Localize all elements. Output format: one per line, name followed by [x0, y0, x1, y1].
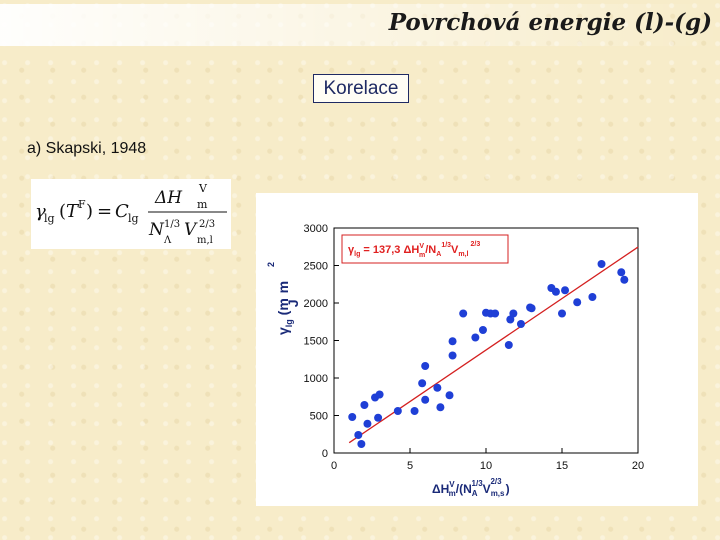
x-tick-label: 5: [407, 460, 413, 472]
data-point: [436, 403, 445, 412]
formula-N-sup: 1/3: [164, 219, 180, 230]
chart-panel: 0 500 1000 1500 2000 2500 3000 0 5 10 15 20 γlg = 1…: [256, 193, 698, 506]
x-tick-label: 15: [556, 460, 568, 472]
formula-close-paren: ): [86, 201, 93, 222]
data-point: [573, 298, 582, 307]
data-point: [421, 395, 430, 404]
section-label-box: Korelace: [313, 74, 409, 103]
title-band: [0, 4, 720, 46]
data-point: [504, 341, 513, 349]
data-point: [459, 309, 468, 318]
data-point: [363, 419, 372, 428]
annotation-text: γlg = 137,3 ΔHV m/NA1/3Vm,l2/3: [348, 241, 480, 259]
data-point: [620, 275, 629, 284]
data-point: [491, 309, 500, 318]
formula-open-paren: (: [59, 201, 66, 222]
data-point: [478, 326, 487, 334]
annotation-box: [341, 234, 509, 264]
data-point: [393, 407, 402, 415]
fit-line-group: [348, 246, 639, 444]
data-points: [348, 260, 629, 448]
y-axis-label: γlg (mJm2: [266, 262, 301, 335]
data-point: [360, 401, 369, 409]
data-point: [357, 440, 366, 448]
y-tick-label: 1500: [304, 336, 328, 348]
data-point: [558, 309, 566, 318]
fit-line: [348, 246, 639, 444]
formula-V: V: [184, 220, 198, 240]
data-point: [516, 320, 525, 328]
page-title: Povrchová energie (l)-(g): [388, 9, 712, 36]
formula-V-sub: m,l: [197, 235, 213, 246]
data-point: [471, 333, 480, 342]
y-tick-label: 3000: [304, 223, 328, 235]
x-tick-label: 10: [480, 460, 492, 472]
data-point: [433, 383, 442, 392]
data-point: [561, 286, 570, 295]
formula-H-sub: m: [197, 198, 208, 211]
y-tick-label: 2500: [304, 261, 328, 273]
y-tick-label: 0: [322, 448, 328, 460]
data-point: [354, 431, 363, 439]
svg-text:γlg (mJm2: γlg (mJm2: [266, 262, 301, 335]
data-point: [551, 287, 560, 296]
data-point: [509, 309, 518, 318]
formula-C-sub: lg: [128, 212, 139, 225]
data-point: [375, 390, 384, 399]
formula-gamma-sub: lg: [44, 212, 55, 225]
formula-N: N: [148, 220, 165, 240]
data-point: [421, 362, 430, 370]
data-point: [448, 337, 457, 346]
data-point: [588, 293, 597, 301]
subheading: a) Skapski, 1948: [27, 140, 147, 157]
y-tick-label: 1000: [304, 373, 328, 385]
y-tick-label: 500: [310, 411, 328, 423]
formula-C: C: [115, 201, 129, 222]
chart-ticks: 0 500 1000 1500 2000 2500 3000 0 5 10 15 20: [304, 223, 645, 472]
data-point: [617, 268, 626, 277]
x-axis-label: ΔHV m/(NA1/3Vm,s2/3): [432, 477, 510, 498]
data-point: [348, 413, 357, 421]
data-point: [374, 413, 383, 422]
data-point: [597, 260, 606, 268]
data-point: [527, 304, 536, 313]
equation-annotation: γlg = 137,3 ΔHV m/NA1/3Vm,l2/3: [341, 234, 509, 264]
data-point: [445, 391, 454, 400]
scatter-chart: 0 500 1000 1500 2000 2500 3000 0 5 10 15 20 γlg = 1…: [266, 223, 645, 498]
formula-image: γ lg ( T F ) = C lg ΔH V m N 1/3 Λ V 2/3…: [31, 179, 231, 249]
data-point: [448, 351, 457, 360]
formula-H-sup: V: [198, 182, 208, 195]
y-tick-label: 2000: [304, 298, 328, 310]
formula-T-sup: F: [78, 198, 86, 211]
data-point: [418, 379, 427, 388]
formula-gamma: γ: [35, 201, 46, 222]
x-tick-label: 0: [331, 460, 337, 472]
formula-equals: =: [97, 201, 112, 222]
data-point: [506, 315, 515, 324]
formula-N-sub: Λ: [163, 235, 172, 246]
formula-V-sup: 2/3: [199, 219, 215, 230]
section-label: Korelace: [323, 78, 399, 99]
formula-T: T: [66, 201, 80, 222]
x-tick-label: 20: [632, 460, 644, 472]
formula-delta-H: ΔH: [154, 188, 183, 208]
data-point: [410, 407, 419, 415]
